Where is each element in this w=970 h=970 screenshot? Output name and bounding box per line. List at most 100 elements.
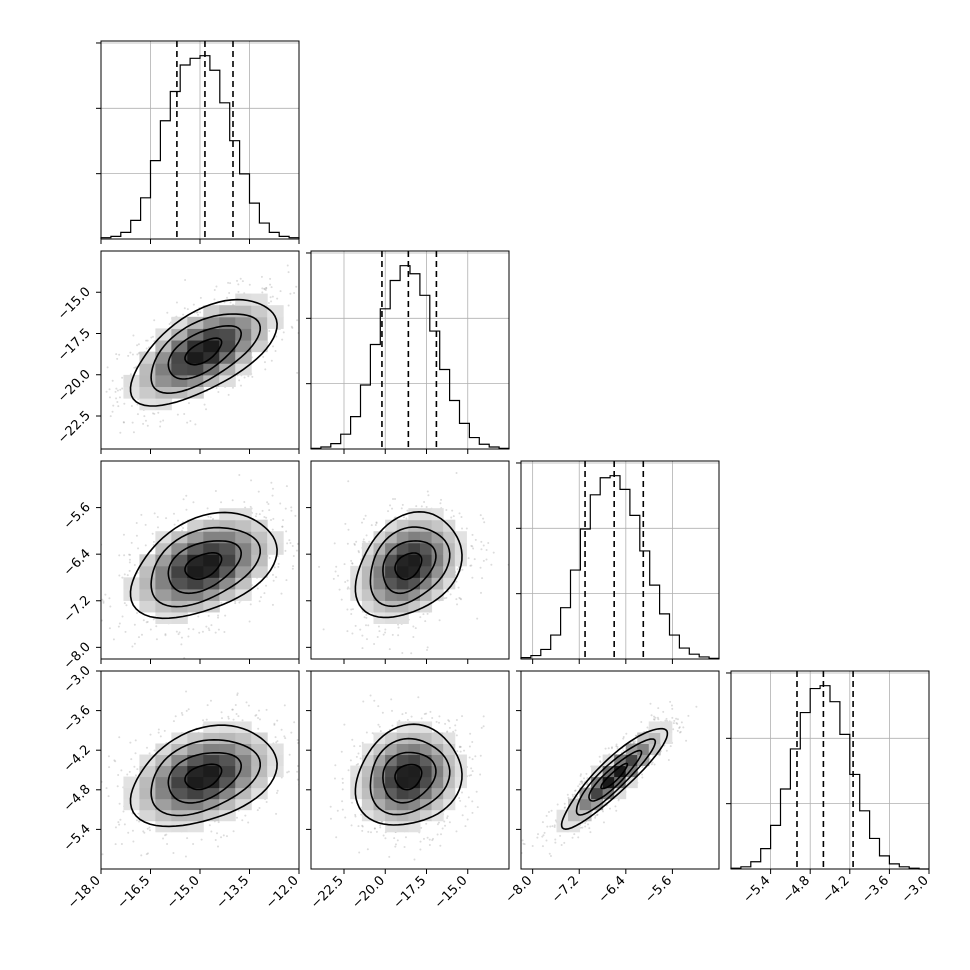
density-cell — [267, 316, 284, 329]
scatter-point — [275, 576, 278, 579]
scatter-point — [367, 830, 370, 833]
scatter-point — [357, 549, 360, 552]
density-cell — [235, 340, 252, 353]
scatter-point — [96, 638, 98, 640]
density-cell — [171, 542, 188, 555]
scatter-point — [355, 540, 358, 543]
scatter-point — [346, 630, 349, 633]
scatter-point — [312, 545, 314, 547]
histogram-3 — [730, 685, 929, 870]
scatter-point — [136, 413, 139, 416]
scatter-point — [273, 566, 276, 569]
scatter-point — [184, 855, 187, 858]
scatter-point — [367, 624, 370, 627]
scatter-point — [45, 606, 47, 608]
scatter-point — [226, 296, 229, 299]
scatter-point — [379, 824, 382, 827]
scatter-point — [322, 628, 325, 631]
scatter-point — [126, 773, 129, 776]
scatter-point — [142, 830, 145, 833]
scatter-point — [359, 745, 362, 748]
scatter-point — [280, 728, 283, 731]
scatter-point — [473, 558, 476, 561]
scatter-point — [378, 725, 381, 728]
scatter-point — [388, 855, 391, 858]
scatter-point — [305, 535, 307, 537]
scatter-point — [347, 480, 350, 483]
density-cell — [187, 565, 204, 578]
scatter-point — [209, 516, 212, 519]
scatter-point — [109, 605, 112, 608]
scatter-point — [180, 636, 183, 639]
density-cell — [187, 554, 204, 567]
scatter-point — [287, 271, 290, 274]
scatter-point — [396, 839, 399, 842]
density-cell — [155, 600, 172, 613]
scatter-point — [358, 851, 361, 854]
density-cell — [219, 743, 236, 756]
scatter-point — [362, 540, 365, 543]
scatter-point — [392, 498, 395, 501]
scatter-point — [121, 387, 124, 390]
scatter-point — [112, 638, 115, 641]
scatter-point — [361, 825, 364, 828]
scatter-point — [125, 604, 128, 607]
scatter-point — [472, 547, 475, 550]
scatter-point — [243, 501, 246, 504]
scatter-point — [471, 770, 474, 773]
scatter-point — [207, 614, 210, 617]
scatter-point — [261, 287, 264, 290]
scatter-point — [243, 376, 246, 379]
scatter-point — [471, 811, 474, 814]
hist-panel-0 — [96, 40, 300, 244]
scatter-point — [145, 339, 148, 342]
scatter-point — [471, 545, 474, 548]
scatter-point — [229, 301, 232, 304]
scatter-point — [128, 558, 131, 561]
scatter-point — [271, 603, 274, 606]
scatter-point — [101, 598, 104, 601]
density-cell — [396, 542, 409, 555]
scatter-point — [362, 538, 365, 541]
scatter-point — [276, 740, 279, 743]
density-cell — [373, 588, 386, 601]
scatter-point — [393, 837, 396, 840]
scatter-point — [447, 719, 450, 722]
scatter-point — [362, 700, 365, 703]
scatter-point — [288, 753, 291, 756]
density-cell — [235, 765, 252, 778]
scatter-point — [228, 291, 231, 294]
scatter-point — [444, 824, 447, 827]
density-cell — [443, 531, 456, 544]
density-cell — [155, 374, 172, 387]
scatter-point — [334, 274, 336, 276]
density-cell — [203, 519, 220, 532]
density-cell — [419, 554, 433, 567]
density-cell — [385, 765, 398, 778]
density-cell — [431, 588, 444, 601]
scatter-point — [258, 806, 261, 809]
scatter-point — [427, 494, 430, 497]
scatter-point — [343, 563, 346, 566]
scatter-point — [276, 789, 279, 792]
scatter-point — [231, 708, 234, 711]
scatter-point — [375, 830, 378, 833]
scatter-point — [174, 715, 177, 718]
scatter-point — [291, 567, 294, 570]
scatter-point — [465, 527, 468, 530]
density-cell — [361, 600, 375, 613]
scatter-point — [152, 412, 155, 415]
scatter-point — [270, 300, 273, 303]
scatter-point — [365, 638, 368, 641]
density-cell — [203, 577, 220, 590]
scatter-point — [186, 421, 189, 424]
scatter-point — [235, 713, 238, 716]
density-cell — [361, 787, 375, 800]
scatter-point — [164, 633, 167, 636]
density-cell — [396, 809, 409, 822]
scatter-point — [458, 746, 461, 749]
scatter-point — [270, 359, 273, 362]
scatter-point — [343, 723, 346, 726]
scatter-point — [128, 561, 131, 564]
scatter-point — [121, 615, 124, 618]
